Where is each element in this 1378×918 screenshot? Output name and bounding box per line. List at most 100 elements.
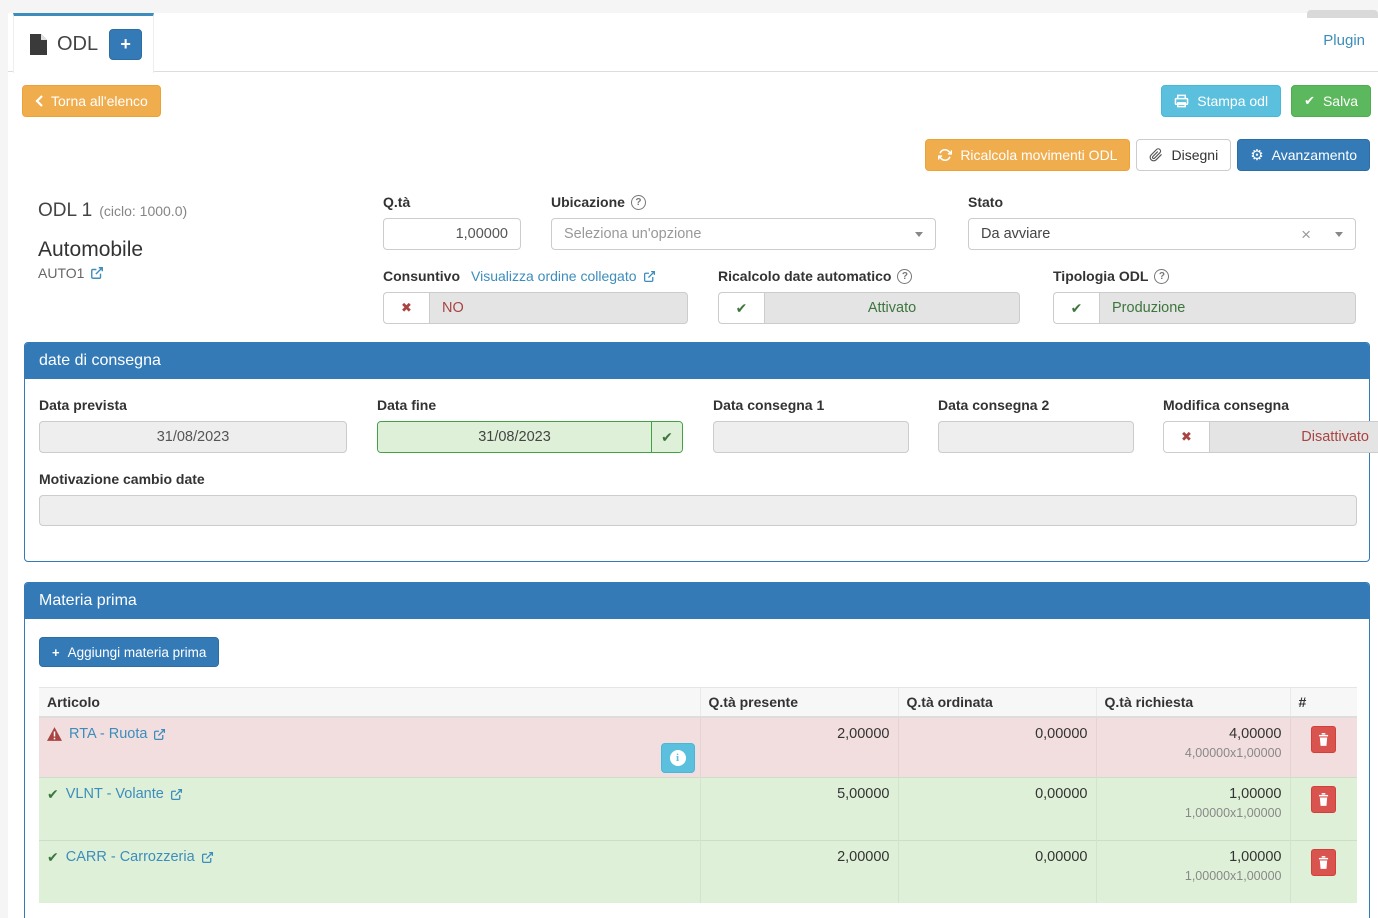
plugin-link[interactable]: Plugin [1323, 32, 1365, 49]
delete-row-button[interactable] [1311, 726, 1337, 753]
status-select[interactable]: Da avviare × [968, 218, 1356, 250]
end-date-value: 31/08/2023 [378, 422, 652, 452]
check-icon: ✔ [47, 785, 59, 802]
qty-required-value: 1,00000 [1229, 848, 1282, 865]
col-header-qty-present: Q.tà presente [699, 687, 898, 718]
table-row: ✔ VLNT - Volante 5,00000 0,00000 [39, 776, 1357, 840]
clear-status-icon[interactable]: × [1301, 224, 1311, 244]
refresh-icon [938, 148, 953, 162]
qty-required-detail: 1,00000x1,00000 [1184, 805, 1282, 820]
check-icon: ✔ [1304, 93, 1315, 108]
qty-required-detail: 1,00000x1,00000 [1184, 868, 1282, 883]
location-select[interactable]: Seleziona un'opzione [551, 218, 936, 250]
paperclip-icon [1149, 148, 1163, 162]
top-strip [0, 0, 1378, 13]
qty-required-cell: 1,00000 1,00000x1,00000 [1095, 776, 1290, 840]
drawings-button[interactable]: Disegni [1136, 139, 1232, 171]
delivery-date-1-label: Data consegna 1 [713, 397, 825, 413]
date-change-reason-label: Motivazione cambio date [39, 471, 205, 487]
qty-ordered-cell: 0,00000 [897, 716, 1096, 777]
product-external-link-icon[interactable] [90, 266, 104, 280]
qty-required-value: 1,00000 [1229, 785, 1282, 802]
modify-delivery-toggle[interactable]: ✖ Disattivato [1163, 421, 1378, 453]
recalc-movements-label: Ricalcola movimenti ODL [960, 147, 1118, 163]
article-link[interactable]: CARR - Carrozzeria [66, 849, 214, 865]
add-raw-material-button[interactable]: + Aggiungi materia prima [39, 637, 220, 667]
status-label: Stato [968, 194, 1003, 210]
tab-odl-label: ODL [57, 33, 99, 55]
consuntivo-toggle[interactable]: ✖ NO [383, 292, 688, 324]
file-icon [29, 33, 48, 56]
end-date-input[interactable]: 31/08/2023 ✔ [377, 421, 683, 453]
question-icon: ? [1154, 268, 1170, 284]
progress-button[interactable]: ⚙ Avanzamento [1237, 139, 1370, 171]
qty-required-cell: 4,00000 4,00000x1,00000 [1095, 716, 1290, 777]
linked-order-label: Visualizza ordine collegato [471, 268, 637, 284]
delivery-dates-panel: date di consegna Data prevista Data fine… [24, 342, 1378, 562]
question-icon: ? [630, 194, 646, 210]
chevron-down-icon [1335, 231, 1343, 237]
article-label: RTA - Ruota [69, 726, 148, 742]
date-recalc-value: Attivato [764, 292, 1020, 324]
add-odl-button[interactable]: + [109, 29, 143, 60]
print-odl-label: Stampa odl [1197, 93, 1269, 109]
odl-type-toggle[interactable]: ✔ Produzione [1053, 292, 1356, 324]
qty-present-cell: 2,00000 [699, 716, 898, 777]
recalc-movements-button[interactable]: Ricalcola movimenti ODL [925, 139, 1131, 171]
qty-ordered-cell: 0,00000 [897, 776, 1096, 840]
delete-row-button[interactable] [1311, 848, 1337, 876]
delete-row-button[interactable] [1311, 785, 1337, 813]
print-odl-button[interactable]: Stampa odl [1161, 85, 1282, 117]
odl-type-value: Produzione [1099, 292, 1356, 324]
expected-date-input [39, 421, 347, 453]
col-header-actions: # [1289, 687, 1357, 718]
article-label: CARR - Carrozzeria [65, 849, 195, 865]
qty-ordered-cell: 0,00000 [897, 839, 1096, 903]
tab-odl[interactable]: ODL + [13, 13, 154, 73]
article-label: VLNT - Volante [65, 786, 164, 802]
info-button[interactable]: i [660, 743, 695, 773]
linked-order-link[interactable]: Visualizza ordine collegato [471, 268, 656, 284]
delivery-date-2-input [938, 421, 1134, 453]
product-name: Automobile [38, 238, 144, 261]
chevron-left-icon [35, 95, 43, 107]
end-date-label: Data fine [377, 397, 437, 413]
save-label: Salva [1322, 93, 1358, 109]
raw-materials-panel: Materia prima + Aggiungi materia prima A… [24, 582, 1370, 918]
article-link[interactable]: RTA - Ruota [69, 726, 166, 742]
location-placeholder: Seleziona un'opzione [564, 226, 702, 242]
qty-required-value: 4,00000 [1229, 726, 1282, 742]
qty-input[interactable] [383, 218, 521, 250]
page-title: ODL 1 [38, 200, 93, 221]
info-icon: i [669, 750, 686, 766]
x-icon: ✖ [401, 300, 412, 315]
printer-icon [1174, 94, 1189, 108]
back-to-list-button[interactable]: Torna all'elenco [22, 85, 161, 117]
article-link[interactable]: VLNT - Volante [66, 786, 183, 802]
qty-present-cell: 2,00000 [699, 839, 898, 903]
question-icon: ? [897, 268, 913, 284]
drawings-label: Disegni [1171, 147, 1219, 163]
tab-bar: ODL + Plugin [8, 13, 1378, 73]
product-code: AUTO1 [38, 265, 85, 281]
qty-required-cell: 1,00000 1,00000x1,00000 [1095, 839, 1290, 903]
horizontal-scrollbar-thumb[interactable] [1307, 10, 1378, 18]
check-icon: ✔ [735, 299, 748, 316]
delivery-date-2-label: Data consegna 2 [938, 397, 1050, 413]
date-recalc-toggle[interactable]: ✔ Attivato [718, 292, 1020, 324]
check-icon: ✔ [1070, 299, 1083, 316]
qty-label: Q.tà [383, 194, 411, 210]
check-icon: ✔ [661, 428, 673, 445]
col-header-article: Articolo [39, 687, 700, 718]
delivery-date-1-input [713, 421, 909, 453]
save-button[interactable]: ✔ Salva [1291, 85, 1371, 117]
warning-triangle-icon [47, 727, 62, 741]
back-to-list-label: Torna all'elenco [51, 93, 148, 109]
modify-delivery-value: Disattivato [1209, 421, 1378, 453]
check-icon: ✔ [47, 848, 59, 865]
status-value: Da avviare [981, 226, 1051, 242]
table-row: ✔ CARR - Carrozzeria 2,00000 0,00000 [39, 839, 1357, 903]
chevron-down-icon [915, 231, 923, 237]
plus-icon: + [52, 644, 60, 660]
